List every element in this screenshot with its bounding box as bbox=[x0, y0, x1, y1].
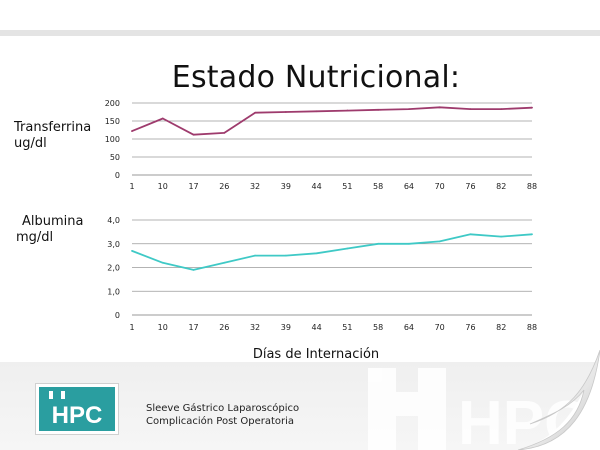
transferrina-y-tick-label: 0 bbox=[115, 171, 120, 180]
transferrina-data-point bbox=[284, 111, 287, 113]
transferrina-x-tick-label: 1 bbox=[129, 182, 134, 191]
transferrina-x-tick-label: 39 bbox=[281, 182, 291, 191]
transferrina-data-point bbox=[438, 106, 441, 109]
nutrition-charts: 0 50 100 150 200 1 10 17 26 32 39 44 51 58 64 70 76 82 88 0… bbox=[105, 99, 537, 332]
albumina-x-tick-label: 26 bbox=[219, 323, 229, 332]
transferrina-data-point bbox=[500, 108, 503, 111]
transferrina-label-line-1: Transferrina bbox=[14, 120, 92, 135]
footer-line-2: Complicación Post Operatoria bbox=[146, 416, 295, 427]
transferrina-y-tick-label: 150 bbox=[105, 117, 120, 126]
transferrina-data-point bbox=[254, 111, 256, 114]
albumina-x-tick-label: 76 bbox=[465, 323, 475, 332]
x-axis-label: Días de Internación bbox=[252, 347, 380, 362]
albumina-series-line bbox=[131, 233, 533, 271]
transferrina-x-tick-label: 64 bbox=[404, 182, 414, 191]
transferrina-data-point bbox=[531, 106, 533, 109]
albumina-data-point bbox=[131, 249, 133, 252]
transferrina-x-tick-label: 32 bbox=[250, 182, 260, 191]
albumina-data-point bbox=[192, 268, 195, 271]
transferrina-data-point bbox=[192, 133, 195, 136]
albumina-data-point bbox=[254, 254, 256, 257]
albumina-x-tick-label: 88 bbox=[527, 323, 537, 332]
transferrina-series-line bbox=[131, 106, 533, 136]
albumina-data-point bbox=[438, 240, 441, 243]
transferrina-x-tick-label: 44 bbox=[312, 182, 322, 191]
albumina-x-tick-label: 51 bbox=[342, 323, 352, 332]
slide-top-divider bbox=[0, 30, 600, 36]
albumina-x-tick-label: 32 bbox=[250, 323, 260, 332]
albumina-y-tick-label: 4,0 bbox=[107, 216, 120, 225]
transferrina-data-point bbox=[223, 131, 226, 134]
transferrina-label-line-2: ug/dl bbox=[14, 136, 47, 151]
transferrina-x-tick-label: 70 bbox=[435, 182, 445, 191]
albumina-x-tick-label: 64 bbox=[404, 323, 414, 332]
transferrina-y-tick-label: 100 bbox=[105, 135, 120, 144]
albumina-data-point bbox=[500, 235, 503, 238]
transferrina-x-tick-label: 88 bbox=[527, 182, 537, 191]
albumina-x-tick-label: 44 bbox=[312, 323, 322, 332]
albumina-x-tick-label: 39 bbox=[281, 323, 291, 332]
albumina-x-tick-label: 82 bbox=[496, 323, 506, 332]
albumina-x-tick-label: 1 bbox=[129, 323, 134, 332]
transferrina-x-tick-label: 82 bbox=[496, 182, 506, 191]
transferrina-data-point bbox=[408, 108, 410, 111]
transferrina-x-tick-label: 26 bbox=[219, 182, 229, 191]
transferrina-y-tick-label: 200 bbox=[105, 99, 120, 108]
albumina-data-point bbox=[377, 242, 380, 245]
albumina-y-tick-label: 1,0 bbox=[107, 287, 120, 296]
albumina-data-point bbox=[469, 233, 472, 236]
transferrina-data-point bbox=[315, 110, 318, 113]
transferrina-data-point bbox=[131, 130, 133, 132]
albumina-x-tick-label: 70 bbox=[435, 323, 445, 332]
transferrina-x-tick-label: 76 bbox=[465, 182, 475, 191]
albumina-axis-label: Albumina mg/dl bbox=[16, 214, 84, 246]
hpc-logo: HPC bbox=[36, 384, 118, 434]
transferrina-data-point bbox=[161, 117, 164, 120]
albumina-label-line-2: mg/dl bbox=[16, 230, 54, 245]
transferrina-x-tick-label: 51 bbox=[342, 182, 352, 191]
slide-top-band bbox=[0, 0, 600, 30]
albumina-data-point bbox=[161, 261, 164, 264]
footer-line-1: Sleeve Gástrico Laparoscópico bbox=[146, 403, 300, 414]
albumina-data-point bbox=[346, 247, 349, 250]
albumina-label-line-1: Albumina bbox=[22, 214, 84, 229]
transferrina-data-point bbox=[346, 109, 349, 112]
footer-caption: Sleeve Gástrico Laparoscópico Complicaci… bbox=[146, 402, 299, 428]
hpc-logo-mark: HPC bbox=[49, 391, 103, 429]
albumina-y-tick-label: 3,0 bbox=[107, 240, 120, 249]
transferrina-x-tick-label: 58 bbox=[373, 182, 383, 191]
transferrina-axis-label: Transferrina ug/dl bbox=[14, 120, 91, 152]
slide-title: Estado Nutricional: bbox=[171, 60, 461, 95]
transferrina-data-point bbox=[469, 108, 472, 111]
albumina-x-tick-label: 58 bbox=[373, 323, 383, 332]
transferrina-x-tick-label: 10 bbox=[158, 182, 168, 191]
albumina-data-point bbox=[284, 254, 287, 257]
albumina-x-tick-label: 17 bbox=[188, 323, 198, 332]
albumina-x-tick-label: 10 bbox=[158, 323, 168, 332]
albumina-data-point bbox=[315, 252, 318, 255]
page-curl bbox=[517, 350, 600, 450]
albumina-y-tick-label: 2,0 bbox=[107, 264, 120, 273]
albumina-data-point bbox=[531, 233, 533, 236]
albumina-y-tick-label: 0 bbox=[115, 311, 120, 320]
transferrina-x-tick-label: 17 bbox=[188, 182, 198, 191]
transferrina-data-point bbox=[377, 108, 380, 111]
albumina-data-point bbox=[408, 242, 410, 245]
hpc-logo-text: HPC bbox=[52, 402, 103, 429]
transferrina-y-tick-label: 50 bbox=[110, 153, 120, 162]
albumina-data-point bbox=[223, 261, 226, 264]
